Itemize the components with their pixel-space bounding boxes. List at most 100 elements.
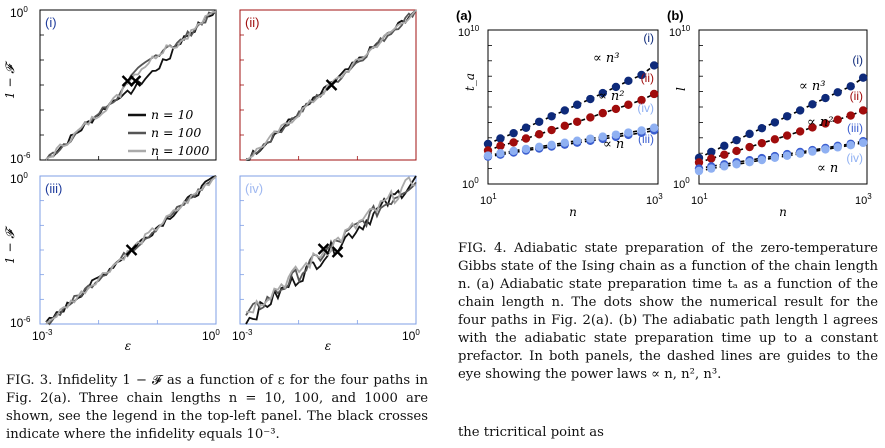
x-tick-label-left: 10-3	[32, 328, 53, 343]
data-point-iv	[732, 160, 741, 169]
data-point-i	[572, 100, 582, 109]
data-point-ii	[509, 138, 518, 147]
data-point-iv	[649, 123, 659, 132]
y-tick-label-top: 1010	[458, 24, 480, 39]
data-point-ii	[694, 158, 704, 167]
data-point-i	[770, 118, 780, 127]
cross-marker	[317, 243, 330, 255]
legend: n = 10 n = 100 n = 1000	[128, 107, 209, 158]
series-label: (iii)	[847, 121, 863, 135]
legend-label: n = 1000	[151, 143, 209, 158]
data-point-iv	[757, 155, 767, 165]
figure-4-caption-lead: FIG. 4.	[458, 241, 507, 256]
figure-4-caption-text: Adiabatic state preparation of the zero-…	[458, 241, 878, 382]
data-point-iv	[586, 134, 595, 143]
power-law-annotation: ∝ n	[603, 137, 624, 152]
data-point-iv	[637, 126, 646, 135]
data-point-ii	[732, 146, 741, 156]
data-point-i	[833, 88, 842, 97]
cross-marker	[129, 75, 142, 87]
curve-n100	[45, 9, 217, 161]
data-point-i	[534, 117, 544, 126]
data-point-iv	[534, 142, 544, 152]
data-point-iv	[833, 143, 842, 152]
data-point-ii	[745, 142, 754, 152]
y-tick-label-bottom: 10-6	[10, 151, 31, 166]
data-point-i	[483, 139, 493, 149]
data-point-ii	[782, 131, 792, 140]
data-point-i	[547, 112, 556, 121]
series-label: (iv)	[637, 101, 654, 115]
body-text: the tricritical point as	[458, 425, 604, 440]
data-point-ii	[720, 150, 729, 159]
y-axis-label: 1 − 𝓕	[3, 61, 17, 99]
data-point-iv	[707, 164, 716, 173]
data-point-i	[846, 82, 855, 91]
data-point-i	[521, 123, 531, 132]
x-tick-label-left: 10-3	[232, 328, 253, 343]
fig3-panel-4: (iv) 10-3 100 ε	[232, 175, 420, 353]
power-law-annotation: ∝ n²	[807, 115, 834, 130]
data-point-ii	[821, 119, 830, 128]
data-point-iv	[745, 158, 754, 167]
power-law-annotation: ∝ n	[817, 161, 838, 176]
data-point-iv	[624, 128, 633, 137]
curve-n1000	[245, 175, 417, 314]
data-point-i	[732, 135, 741, 145]
data-point-iv	[694, 166, 704, 176]
power-law-annotation: ∝ n³	[593, 51, 620, 66]
data-point-i	[858, 73, 868, 82]
data-point-iv	[598, 132, 607, 141]
data-point-ii	[586, 113, 595, 122]
data-point-ii	[795, 127, 805, 136]
data-point-iv	[560, 138, 569, 147]
data-point-i	[637, 70, 646, 80]
power-law-annotation: ∝ n³	[799, 79, 826, 94]
cross-marker	[331, 246, 344, 258]
fig3-panel-3: (iii) 100 10-6 1 − 𝓕 10-3 100 ε	[3, 171, 220, 353]
data-point-iv	[572, 136, 582, 145]
data-point-ii	[649, 89, 659, 99]
data-point-ii	[598, 108, 607, 118]
data-point-i	[611, 82, 621, 92]
figure-4-caption: FIG. 4. Adiabatic state preparation of t…	[458, 240, 878, 384]
data-point-ii	[521, 134, 531, 143]
data-point-iv	[846, 141, 855, 150]
data-point-i	[624, 76, 633, 86]
data-point-iv	[521, 144, 531, 154]
data-point-iv	[509, 146, 518, 156]
data-point-ii	[637, 95, 646, 105]
y-tick-label-top: 100	[10, 5, 28, 20]
power-law-annotation: ∝ n²	[598, 89, 625, 104]
y-tick-label-top: 1010	[669, 24, 691, 39]
data-point-iv	[611, 130, 621, 139]
cross-marker	[125, 244, 138, 256]
data-point-iv	[858, 138, 868, 148]
data-point-i	[560, 106, 569, 115]
series-label: (iv)	[846, 151, 863, 165]
cross-marker	[325, 79, 338, 91]
fig3-panel-2: (ii)	[239, 9, 417, 161]
data-point-i	[821, 93, 830, 103]
data-point-iv	[782, 151, 792, 160]
data-point-iv	[808, 147, 817, 156]
data-point-i	[707, 147, 716, 157]
data-point-i	[598, 88, 607, 98]
x-axis-label: ε	[125, 339, 131, 353]
figure-3-caption-lead: FIG. 3.	[6, 373, 53, 388]
series-label: (ii)	[641, 71, 654, 85]
y-axis-label: l	[674, 87, 688, 91]
data-point-i	[757, 124, 767, 133]
data-point-ii	[496, 141, 505, 151]
data-point-iv	[795, 149, 805, 158]
series-label: (iii)	[638, 132, 654, 146]
x-tick-label-right: 100	[202, 328, 220, 343]
data-point-i	[496, 134, 505, 143]
y-axis-label: t_a	[463, 73, 477, 91]
x-axis-label: n	[569, 205, 577, 219]
data-point-ii	[611, 104, 621, 114]
panel-tag: (iv)	[245, 181, 263, 196]
legend-label: n = 10	[151, 107, 193, 122]
